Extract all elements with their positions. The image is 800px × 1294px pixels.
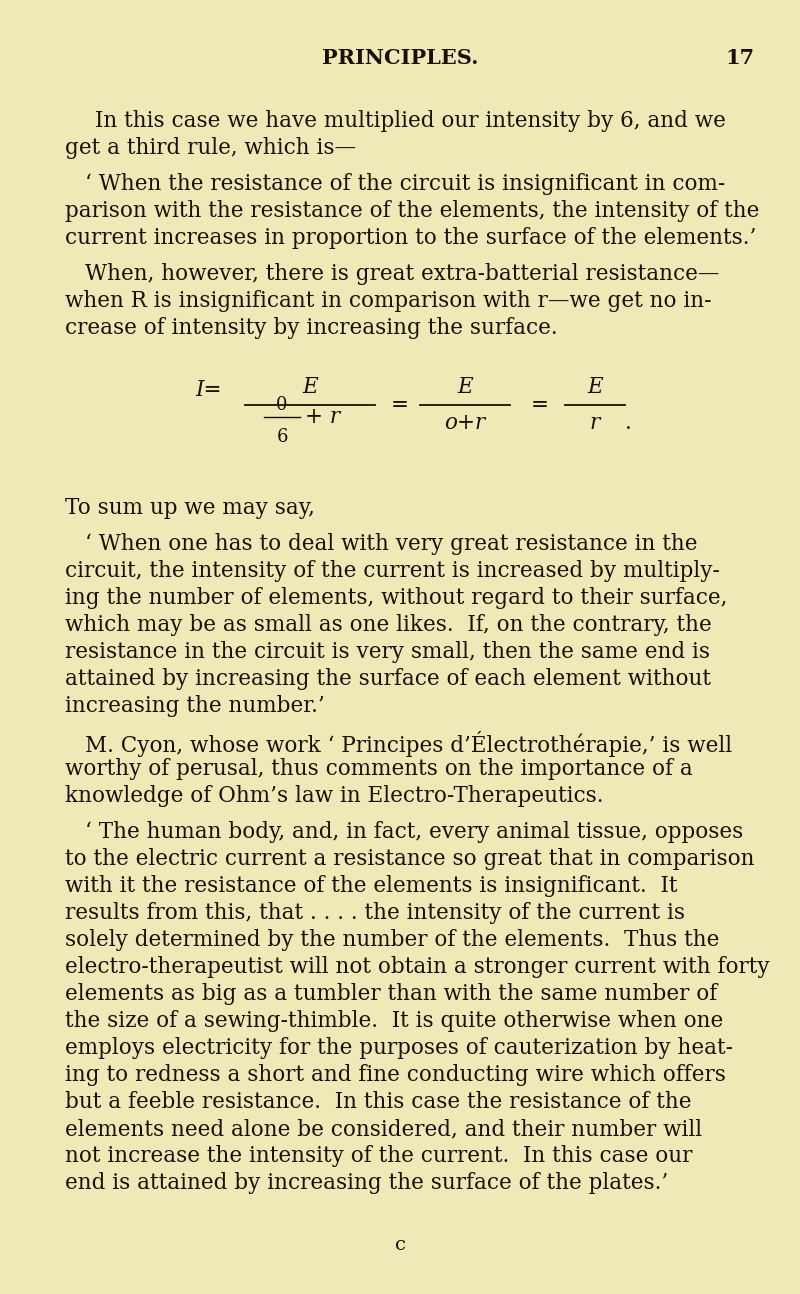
Text: To sum up we may say,: To sum up we may say,: [65, 497, 315, 519]
Text: employs electricity for the purposes of cauterization by heat-: employs electricity for the purposes of …: [65, 1036, 733, 1058]
Text: worthy of perusal, thus comments on the importance of a: worthy of perusal, thus comments on the …: [65, 758, 693, 780]
Text: + r: + r: [305, 406, 340, 428]
Text: =: =: [531, 393, 549, 415]
Text: which may be as small as one likes.  If, on the contrary, the: which may be as small as one likes. If, …: [65, 613, 712, 635]
Text: In this case we have multiplied our intensity by 6, and we: In this case we have multiplied our inte…: [95, 110, 726, 132]
Text: .: .: [625, 411, 632, 433]
Text: parison with the resistance of the elements, the intensity of the: parison with the resistance of the eleme…: [65, 201, 759, 223]
Text: E: E: [457, 377, 473, 399]
Text: ing to redness a short and fine conducting wire which offers: ing to redness a short and fine conducti…: [65, 1064, 726, 1086]
Text: E: E: [587, 377, 603, 399]
Text: current increases in proportion to the surface of the elements.’: current increases in proportion to the s…: [65, 226, 756, 248]
Text: knowledge of Ohm’s law in Electro-Therapeutics.: knowledge of Ohm’s law in Electro-Therap…: [65, 785, 603, 807]
Text: circuit, the intensity of the current is increased by multiply-: circuit, the intensity of the current is…: [65, 560, 720, 582]
Text: electro-therapeutist will not obtain a stronger current with forty: electro-therapeutist will not obtain a s…: [65, 956, 770, 978]
Text: ‘ When one has to deal with very great resistance in the: ‘ When one has to deal with very great r…: [85, 533, 698, 555]
Text: attained by increasing the surface of each element without: attained by increasing the surface of ea…: [65, 668, 711, 690]
Text: elements need alone be considered, and their number will: elements need alone be considered, and t…: [65, 1118, 702, 1140]
Text: but a feeble resistance.  In this case the resistance of the: but a feeble resistance. In this case th…: [65, 1091, 691, 1113]
Text: 17: 17: [726, 48, 754, 69]
Text: resistance in the circuit is very small, then the same end is: resistance in the circuit is very small,…: [65, 641, 710, 663]
Text: I=: I=: [195, 379, 222, 401]
Text: increasing the number.’: increasing the number.’: [65, 695, 325, 717]
Text: solely determined by the number of the elements.  Thus the: solely determined by the number of the e…: [65, 929, 719, 951]
Text: to the electric current a resistance so great that in comparison: to the electric current a resistance so …: [65, 848, 754, 870]
Text: results from this, that . . . . the intensity of the current is: results from this, that . . . . the inte…: [65, 902, 685, 924]
Text: When, however, there is great extra-batterial resistance—: When, however, there is great extra-batt…: [85, 263, 719, 285]
Text: ‘ The human body, and, in fact, every animal tissue, opposes: ‘ The human body, and, in fact, every an…: [85, 820, 743, 842]
Text: get a third rule, which is—: get a third rule, which is—: [65, 137, 356, 159]
Text: =: =: [391, 393, 409, 415]
Text: crease of intensity by increasing the surface.: crease of intensity by increasing the su…: [65, 317, 558, 339]
Text: r: r: [590, 411, 600, 433]
Text: M. Cyon, whose work ‘ Principes d’Électrothérapie,’ is well: M. Cyon, whose work ‘ Principes d’Électr…: [85, 731, 732, 757]
Text: when R is insignificant in comparison with r—we get no in-: when R is insignificant in comparison wi…: [65, 290, 711, 312]
Text: end is attained by increasing the surface of the plates.’: end is attained by increasing the surfac…: [65, 1172, 668, 1194]
Text: o+r: o+r: [444, 411, 486, 433]
Text: the size of a sewing-thimble.  It is quite otherwise when one: the size of a sewing-thimble. It is quit…: [65, 1011, 723, 1033]
Text: not increase the intensity of the current.  In this case our: not increase the intensity of the curren…: [65, 1145, 692, 1167]
Text: elements as big as a tumbler than with the same number of: elements as big as a tumbler than with t…: [65, 983, 718, 1005]
Text: c: c: [394, 1236, 406, 1254]
Text: ‘ When the resistance of the circuit is insignificant in com-: ‘ When the resistance of the circuit is …: [85, 173, 726, 195]
Text: PRINCIPLES.: PRINCIPLES.: [322, 48, 478, 69]
Text: 0: 0: [276, 396, 288, 414]
Text: with it the resistance of the elements is insignificant.  It: with it the resistance of the elements i…: [65, 875, 678, 897]
Text: ing the number of elements, without regard to their surface,: ing the number of elements, without rega…: [65, 587, 727, 609]
Text: 6: 6: [276, 428, 288, 446]
Text: E: E: [302, 377, 318, 399]
